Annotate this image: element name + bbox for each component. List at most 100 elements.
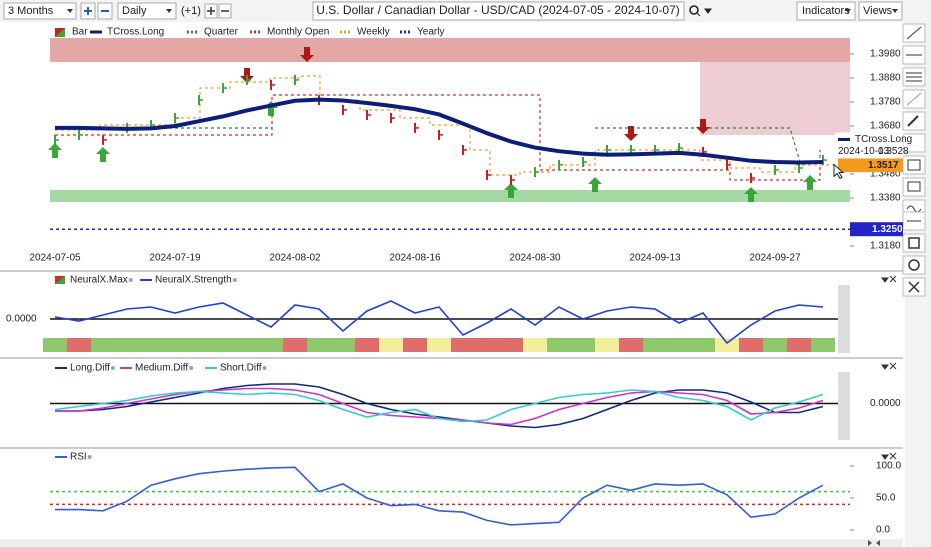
- price-bar: [270, 79, 275, 90]
- legend-dot: [87, 455, 92, 459]
- price-bar: [486, 169, 491, 180]
- series-line: [55, 97, 824, 165]
- scrollbar[interactable]: [0, 539, 903, 547]
- level-label: 1.3250: [872, 224, 903, 235]
- state-cell: [595, 338, 619, 352]
- state-cell: [379, 338, 403, 352]
- resistance-zone: [50, 38, 850, 62]
- state-cell: [235, 338, 259, 352]
- legend-label: Long.Diff: [70, 363, 110, 374]
- plus-icon: [207, 7, 215, 15]
- legend-dot: [232, 278, 237, 282]
- panel-separator: [0, 270, 903, 449]
- indicators-button[interactable]: [796, 1, 856, 21]
- state-cell: [787, 338, 811, 352]
- price-bar: [726, 159, 731, 170]
- series-line: [54, 300, 824, 345]
- support-zone: [50, 190, 850, 202]
- legend-label: TCross.Long: [107, 27, 164, 38]
- dropdown-icon: [166, 9, 172, 13]
- state-cell: [91, 338, 115, 352]
- scroll-arrows[interactable]: [868, 540, 880, 546]
- x-tick-label: 2024-07-19: [149, 253, 201, 264]
- legend-swatch: [55, 28, 65, 37]
- dropdown-icon: [892, 9, 898, 13]
- interval-text: Daily: [122, 5, 147, 17]
- tool-box[interactable]: [902, 233, 926, 253]
- y-tick-label: 1.3680: [870, 121, 901, 132]
- price-bar: [510, 174, 515, 185]
- y-tick-label: 1.3780: [870, 97, 901, 108]
- panel-controls[interactable]: [881, 275, 897, 460]
- price-bar: [78, 129, 83, 140]
- state-cell: [499, 338, 523, 352]
- state-cell: [811, 338, 835, 352]
- state-cell: [475, 338, 499, 352]
- last-price-label: 1.3517: [868, 160, 899, 171]
- search-handle: [696, 8, 712, 17]
- y-tick-label: 100.0: [876, 461, 901, 472]
- crosshair-name: TCross.Long: [855, 134, 912, 145]
- legend-label: RSI: [70, 452, 87, 463]
- x-tick-label: 2024-07-05: [29, 253, 81, 264]
- interval-select[interactable]: [117, 2, 177, 20]
- x-tick-label: 2024-09-27: [749, 253, 801, 264]
- x-tick-label: 2024-08-02: [269, 253, 321, 264]
- price-bar: [750, 173, 755, 184]
- tool-circle[interactable]: [902, 255, 926, 275]
- views-button[interactable]: [858, 1, 903, 21]
- state-cell: [115, 338, 139, 352]
- tool-note[interactable]: [902, 177, 926, 197]
- y-tick-label: 1.3880: [870, 73, 901, 84]
- future-shade: [838, 285, 850, 353]
- state-cell: [523, 338, 547, 352]
- x-tick-label: 2024-08-30: [509, 253, 561, 264]
- weekly-line: [55, 75, 835, 176]
- search-icon[interactable]: [689, 5, 699, 15]
- legend-dot: [128, 278, 133, 282]
- price-bar: [774, 164, 779, 175]
- x-tick-label: 2024-08-16: [389, 253, 441, 264]
- price-bar: [102, 134, 107, 145]
- tool-rect[interactable]: [902, 155, 926, 175]
- range-select[interactable]: [3, 2, 77, 20]
- price-bar: [390, 113, 395, 124]
- legend-label: Yearly: [417, 27, 444, 38]
- legend-dot: [189, 366, 194, 370]
- state-cell: [619, 338, 643, 352]
- state-cell: [283, 338, 307, 352]
- price-bar: [222, 83, 227, 94]
- series-line: [55, 383, 824, 429]
- state-cell: [691, 338, 715, 352]
- legend-swatch: [55, 276, 65, 284]
- legend-label: Medium.Diff: [135, 363, 188, 374]
- plus-icon: [84, 7, 92, 15]
- price-bar: [582, 156, 587, 167]
- state-cell: [547, 338, 571, 352]
- crosshair-date: 2024-10-03: [838, 146, 890, 157]
- price-bar: [246, 74, 251, 85]
- state-cell: [643, 338, 667, 352]
- state-cell: [355, 338, 379, 352]
- zones: [50, 38, 850, 202]
- side-toolbar: [902, 22, 931, 547]
- legend-label: Quarter: [204, 27, 239, 38]
- cursor: [833, 163, 845, 180]
- toolbar: 3 Months Daily (+1) U.S. Dollar / Canadi…: [0, 0, 931, 22]
- y-tick-label: 0.0000: [870, 398, 901, 409]
- state-cell: [211, 338, 235, 352]
- state-cell: [451, 338, 475, 352]
- dropdown-icon: [67, 9, 73, 13]
- legend-label: Short.Diff: [220, 363, 262, 374]
- y-tick-label: 1.3180: [870, 241, 901, 252]
- price-bar: [174, 113, 179, 124]
- state-cell: [163, 338, 187, 352]
- state-cell: [571, 338, 595, 352]
- chart-layer: 1.3980 1.3880 1.3780 1.3680 1.3480 1.3380 1.31…: [6, 27, 912, 536]
- state-cell: [259, 338, 283, 352]
- y-tick-label: 1.3980: [870, 49, 901, 60]
- price-bar: [438, 129, 443, 140]
- y-tick-label: 0.0: [876, 525, 890, 536]
- projection-zone: [700, 62, 850, 135]
